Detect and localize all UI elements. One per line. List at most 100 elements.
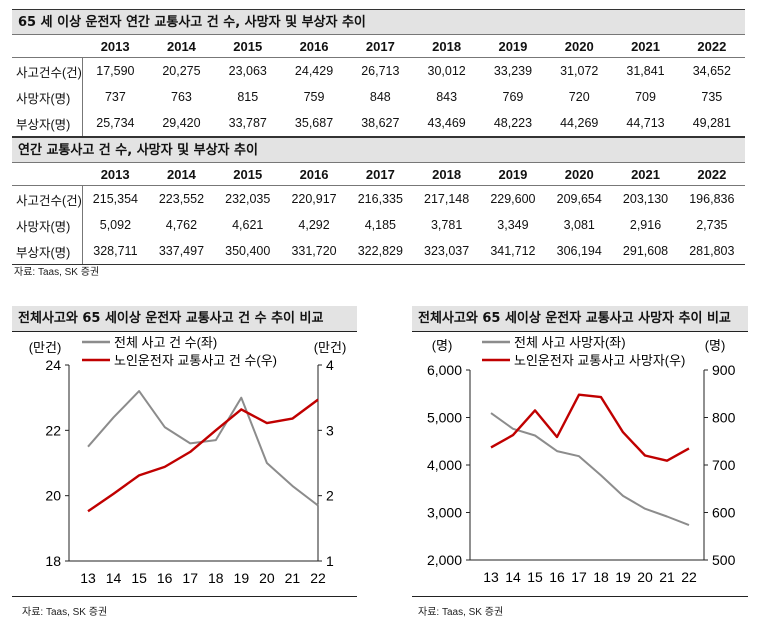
x-tick-label: 16 bbox=[549, 569, 565, 585]
right-tick-label: 1 bbox=[326, 553, 334, 569]
table-cell: 232,035 bbox=[225, 192, 271, 206]
table-cell: 815 bbox=[237, 90, 259, 104]
table-cell: 331,720 bbox=[280, 238, 348, 265]
table-cell: 203,130 bbox=[622, 192, 669, 206]
table-cell: 49,281 bbox=[678, 110, 745, 137]
table-cell: 33,239 bbox=[493, 64, 533, 78]
table-cell: 215,354 bbox=[92, 192, 138, 206]
table-cell: 44,269 bbox=[546, 110, 613, 137]
table2-year-header: 2014 bbox=[148, 163, 215, 186]
row-label: 사망자(명) bbox=[12, 212, 83, 238]
table2-year-header: 2019 bbox=[479, 163, 547, 186]
table2-year-header: 2018 bbox=[413, 163, 480, 186]
table1-year-header: 2020 bbox=[546, 35, 613, 58]
table-cell: 4,621 bbox=[232, 218, 264, 232]
table1-year-header: 2017 bbox=[347, 35, 414, 58]
right-tick-label: 900 bbox=[712, 362, 736, 378]
table-cell: 17,590 bbox=[96, 64, 135, 78]
table-cell: 3,781 bbox=[430, 218, 463, 232]
right-tick-label: 4 bbox=[326, 357, 334, 373]
table-cell: 33,787 bbox=[214, 110, 281, 137]
right-tick-label: 700 bbox=[712, 457, 736, 473]
table-cell: 3,081 bbox=[563, 218, 595, 232]
table-cell: 216,335 bbox=[357, 192, 403, 206]
row-label: 사고건수(건) bbox=[12, 57, 83, 84]
table-cell: 29,420 bbox=[148, 110, 215, 137]
left-tick-label: 6,000 bbox=[427, 362, 462, 378]
row-label: 사망자(명) bbox=[12, 84, 83, 110]
table2-corner bbox=[12, 163, 82, 186]
table-row: 부상자(명) 328,711 337,497 350,400 331,720 322,82… bbox=[12, 238, 745, 265]
left-tick-label: 24 bbox=[45, 357, 61, 373]
table2-year-header: 2022 bbox=[678, 163, 745, 186]
table1-corner bbox=[12, 35, 82, 58]
left-tick-label: 2,000 bbox=[427, 552, 462, 568]
table-cell: 735 bbox=[701, 90, 723, 104]
table-cell: 43,469 bbox=[413, 110, 480, 137]
legend-label-1: 전체 사고 건 수(좌) bbox=[114, 335, 217, 350]
table-cell: 196,836 bbox=[689, 192, 735, 206]
right-tick-label: 3 bbox=[326, 422, 334, 438]
x-tick-label: 21 bbox=[285, 570, 301, 586]
x-tick-label: 17 bbox=[182, 570, 198, 586]
x-tick-label: 13 bbox=[80, 570, 96, 586]
row-label: 부상자(명) bbox=[12, 110, 83, 137]
tables-section: 65 세 이상 운전자 연간 교통사고 건 수, 사망자 및 부상자 추이 20… bbox=[12, 9, 745, 265]
table-cell: 328,711 bbox=[82, 238, 149, 265]
table-cell: 323,037 bbox=[413, 238, 480, 265]
x-tick-label: 15 bbox=[131, 570, 147, 586]
table1-year-header: 2014 bbox=[148, 35, 215, 58]
table-cell: 4,762 bbox=[165, 218, 198, 232]
table1-year-header: 2022 bbox=[678, 35, 745, 58]
left-tick-label: 18 bbox=[45, 553, 61, 569]
table-cell: 209,654 bbox=[556, 192, 602, 206]
legend-label-1: 전체 사고 사망자(좌) bbox=[514, 335, 626, 350]
table-row: 사망자(명) 737 763 815 759 848 843 769 720 709 735 bbox=[12, 84, 745, 110]
table-cell: 4,185 bbox=[364, 218, 396, 232]
table-cell: 26,713 bbox=[361, 64, 400, 78]
table-cell: 31,072 bbox=[560, 64, 599, 78]
table-cell: 217,148 bbox=[424, 192, 470, 206]
table1-year-header: 2015 bbox=[214, 35, 281, 58]
x-tick-label: 19 bbox=[234, 570, 250, 586]
left-unit-label: (명) bbox=[432, 338, 453, 353]
chart1-source: 자료: Taas, SK 증권 bbox=[22, 607, 108, 618]
table-cell: 763 bbox=[171, 90, 192, 104]
chart2-frame: 2,000 3,000 4,000 5,000 6,000 500 600 700 800 900… bbox=[412, 332, 748, 597]
right-tick-label: 600 bbox=[712, 505, 736, 521]
table-row: 사고건수(건) 215,354 223,552 232,035 220,917 216,3… bbox=[12, 185, 745, 212]
x-tick-label: 22 bbox=[681, 569, 697, 585]
right-tick-label: 500 bbox=[712, 552, 736, 568]
table-cell: 291,608 bbox=[612, 238, 679, 265]
table-cell: 48,223 bbox=[479, 110, 547, 137]
table-cell: 4,292 bbox=[298, 218, 330, 232]
table-cell: 2,735 bbox=[696, 218, 728, 232]
table-cell: 24,429 bbox=[294, 64, 334, 78]
x-tick-label: 15 bbox=[527, 569, 543, 585]
x-tick-label: 19 bbox=[615, 569, 631, 585]
legend-label-2: 노인운전자 교통사고 사망자(우) bbox=[514, 353, 685, 368]
left-unit-label: (만건) bbox=[29, 340, 62, 355]
table-cell: 223,552 bbox=[158, 192, 205, 206]
x-tick-label: 16 bbox=[157, 570, 173, 586]
chart2-source: 자료: Taas, SK 증권 bbox=[418, 607, 504, 618]
x-tick-label: 18 bbox=[593, 569, 609, 585]
table-cell: 35,687 bbox=[280, 110, 348, 137]
left-tick-label: 4,000 bbox=[427, 457, 462, 473]
x-tick-label: 13 bbox=[483, 569, 499, 585]
x-tick-label: 21 bbox=[659, 569, 675, 585]
table2-year-header: 2016 bbox=[280, 163, 348, 186]
chart2-svg: 2,000 3,000 4,000 5,000 6,000 500 600 700 800 900… bbox=[427, 335, 736, 585]
table1-year-header: 2013 bbox=[82, 35, 149, 58]
table-cell: 229,600 bbox=[490, 192, 536, 206]
x-tick-label: 20 bbox=[259, 570, 275, 586]
table-cell: 20,275 bbox=[162, 64, 201, 78]
table-cell: 30,012 bbox=[427, 64, 466, 78]
table-cell: 341,712 bbox=[479, 238, 547, 265]
table-cell: 44,713 bbox=[612, 110, 679, 137]
table-cell: 843 bbox=[436, 90, 458, 104]
table-row: 부상자(명) 25,734 29,420 33,787 35,687 38,627 43,4… bbox=[12, 110, 745, 137]
table2-title: 연간 교통사고 건 수, 사망자 및 부상자 추이 bbox=[12, 137, 745, 163]
table2-year-header: 2017 bbox=[347, 163, 414, 186]
table-cell: 31,841 bbox=[626, 64, 665, 78]
